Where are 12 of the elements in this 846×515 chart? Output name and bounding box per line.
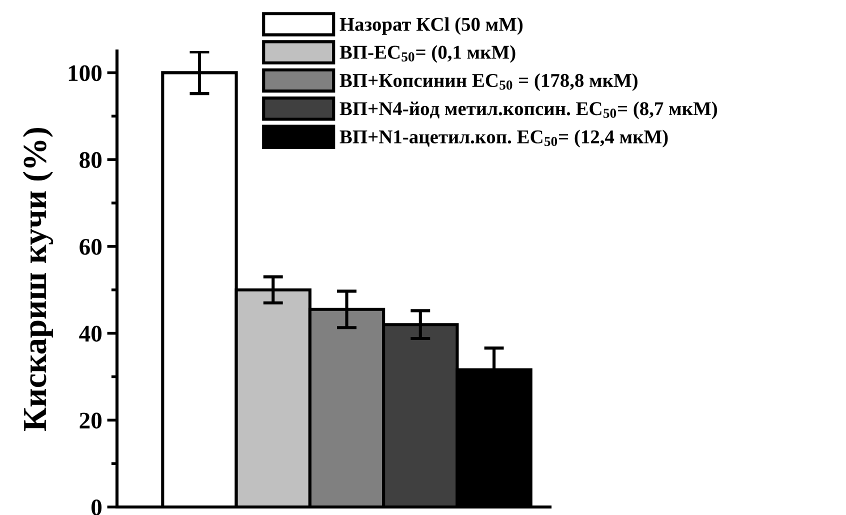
- y-tick-label: 0: [92, 499, 102, 515]
- y-tick-label: 60: [80, 238, 102, 255]
- legend-label: ВП+Копсинин EC$_{50}$ = (178,8 мкМ): [340, 73, 638, 91]
- legend-label: ВП-EC$_{50}$= (0,1 мкМ): [340, 45, 516, 63]
- y-tick-label: 80: [80, 152, 102, 168]
- y-axis-title: Кискариш кучи (%): [22, 128, 54, 431]
- legend-label: Назорат КCl (50 мМ): [340, 17, 523, 35]
- y-tick-label: 100: [68, 65, 102, 82]
- y-tick-label: 40: [79, 326, 102, 342]
- legend-label: ВП+N1-ацетил.коп. EC$_{50}$= (12,4 мкМ): [340, 130, 668, 148]
- y-tick-label: 20: [80, 412, 102, 429]
- legend-label: ВП+N4-йод метил.копсин. EC$_{50}$= (8,7 мкМ): [340, 102, 717, 120]
